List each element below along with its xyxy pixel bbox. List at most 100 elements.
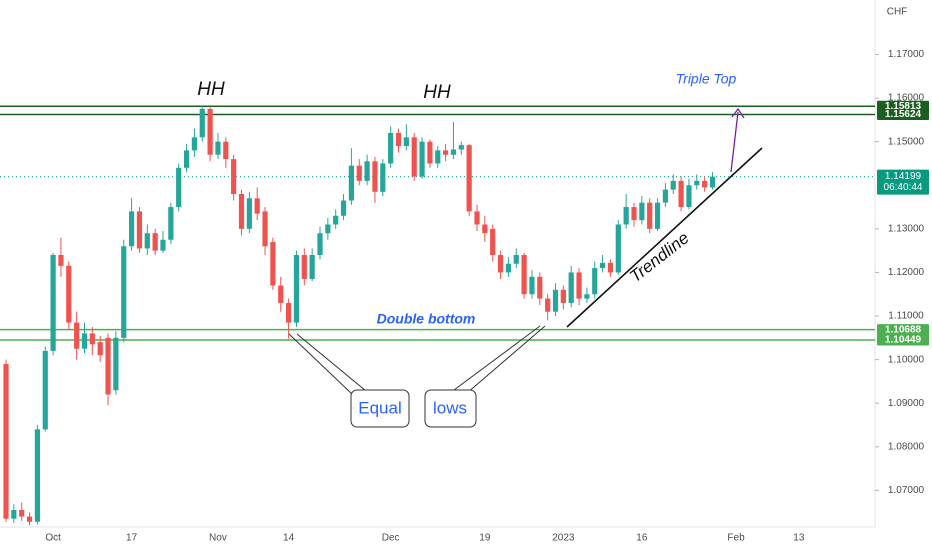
candle-body (26, 516, 33, 522)
candle-body (662, 189, 668, 203)
candle-body (254, 198, 260, 214)
candle-body (709, 176, 716, 188)
y-tick-label: 1.11000 (888, 311, 924, 322)
candle-body (521, 255, 527, 295)
candle-body (333, 215, 339, 225)
candle-body (560, 289, 566, 303)
candle-body (246, 198, 252, 229)
level-label: 1.15813 (885, 101, 922, 112)
level-label: 1.10449 (885, 335, 922, 346)
trendline (566, 147, 763, 328)
level-label: 1.10688 (885, 324, 922, 335)
x-tick-label: 13 (793, 533, 805, 544)
candle-body (293, 255, 300, 323)
candle-body (58, 255, 64, 266)
callout-text: lows (433, 398, 467, 417)
level-label-box (877, 108, 929, 120)
candle-body (474, 211, 480, 225)
candle-body (19, 510, 25, 517)
x-tick-label: Dec (382, 533, 400, 544)
annotation: Double bottom (377, 311, 476, 327)
candle-body (270, 241, 276, 286)
candle-body (631, 207, 637, 221)
callout-text: Equal (358, 398, 401, 417)
x-tick-label: Feb (727, 533, 745, 544)
callout-box (424, 389, 477, 428)
candle-body (639, 202, 645, 221)
arrow-head (731, 107, 745, 119)
candle-body (121, 246, 127, 338)
y-tick-label: 1.07000 (888, 485, 925, 496)
candle-body (286, 302, 292, 323)
plot (0, 105, 875, 526)
candle-body (686, 185, 692, 208)
callout-box (350, 389, 410, 428)
candle-body (207, 108, 213, 155)
candle-body (364, 161, 370, 181)
candle-body (450, 149, 457, 155)
currency-label: CHF (887, 7, 908, 18)
x-tick-label: Oct (45, 533, 61, 544)
candle-body (199, 108, 205, 138)
countdown-label: 06:40:44 (884, 182, 923, 193)
candle-body (129, 211, 135, 247)
candle-body (654, 202, 661, 229)
callout-line (296, 333, 367, 392)
candle-body (231, 159, 237, 194)
candle-body (50, 255, 56, 351)
candle-body (168, 207, 174, 240)
candle-body (443, 150, 449, 155)
candle-body (325, 224, 331, 234)
callout-line (466, 325, 546, 394)
candle-body (395, 132, 402, 147)
candle-body (183, 150, 190, 168)
candle-body (191, 137, 197, 151)
candle-body (670, 180, 676, 190)
x-tick-label: 19 (479, 533, 491, 544)
candle-body (152, 233, 158, 251)
annotation: Triple Top (676, 71, 737, 87)
annotation: HH (197, 79, 225, 100)
y-tick-label: 1.13000 (888, 223, 925, 234)
candle-body (403, 137, 409, 147)
y-tick-label: 1.10000 (888, 354, 925, 365)
level-label-box (877, 334, 929, 346)
candle-body (529, 276, 535, 295)
y-tick-label: 1.15000 (888, 136, 925, 147)
x-tick-label: Nov (209, 533, 227, 544)
candle-body (238, 193, 245, 229)
x-tick-label: 2023 (552, 533, 575, 544)
candle-body (136, 211, 143, 249)
last-price-label: 1.14199 (885, 171, 922, 182)
candle-body (278, 285, 284, 303)
candle-body (576, 272, 582, 299)
candle-body (380, 163, 386, 192)
candle-body (66, 265, 72, 323)
candle-body (600, 262, 606, 269)
candle-body (615, 224, 621, 273)
candle-body (647, 202, 653, 229)
candle-body (356, 165, 362, 181)
candle-body (694, 180, 700, 186)
level-label: 1.15624 (885, 109, 922, 120)
y-tick-label: 1.09000 (888, 398, 925, 409)
candle-body (419, 141, 425, 177)
candle-body (466, 145, 472, 212)
candle-body (309, 255, 315, 279)
candle-body (411, 137, 417, 177)
candle-body (89, 333, 95, 345)
candle-body (552, 289, 559, 312)
candle-body (317, 233, 323, 255)
last-price-box (877, 169, 929, 195)
candle-body (702, 180, 708, 188)
annotation: HH (423, 82, 451, 103)
y-tick-label: 1.16000 (888, 93, 925, 104)
x-tick-label: 17 (126, 533, 138, 544)
x-tick-label: 16 (636, 533, 648, 544)
candle-body (348, 165, 354, 201)
candle-body (34, 429, 40, 522)
candle-body (223, 141, 229, 160)
candle-body (340, 200, 347, 216)
